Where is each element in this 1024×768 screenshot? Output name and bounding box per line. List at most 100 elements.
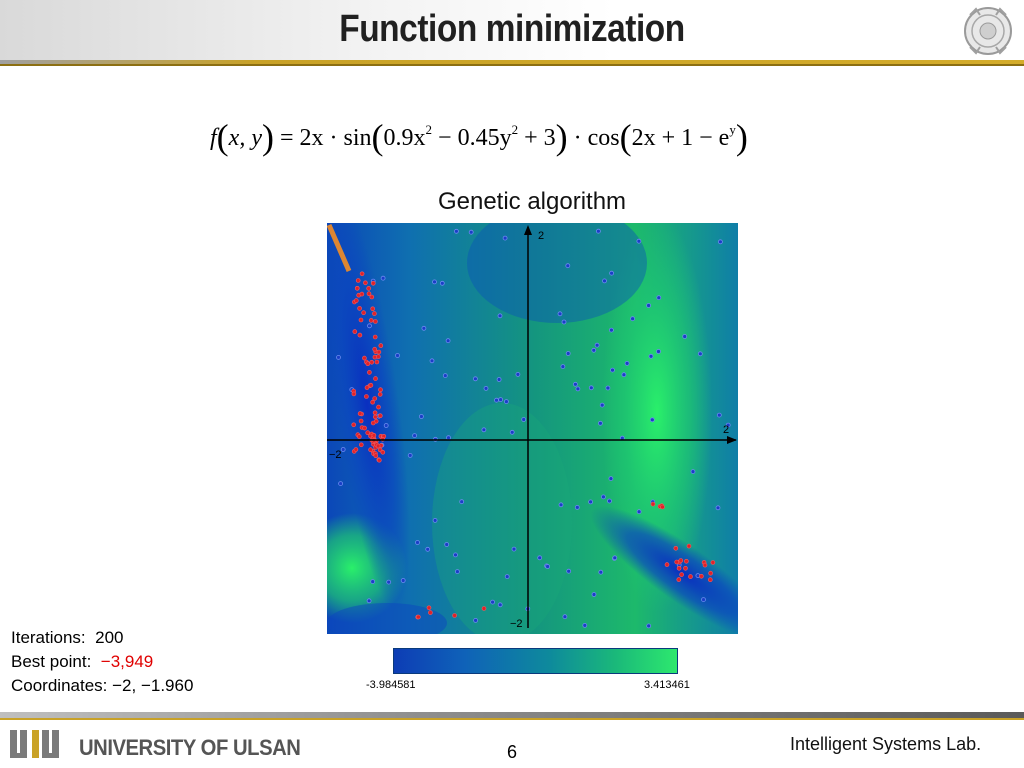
best-population-point xyxy=(416,614,421,620)
population-point xyxy=(473,617,479,623)
iterations-label: Iterations: xyxy=(11,628,86,647)
best-population-point xyxy=(452,613,457,618)
best-population-point xyxy=(352,329,358,334)
population-point xyxy=(421,325,427,331)
best-population-point xyxy=(708,570,713,576)
best-population-point xyxy=(376,349,382,355)
population-point xyxy=(504,574,510,580)
best-population-point xyxy=(373,319,378,324)
best-population-point xyxy=(372,410,378,416)
best-population-point xyxy=(366,286,372,291)
population-point xyxy=(566,568,572,574)
best-population-point xyxy=(365,361,371,366)
population-point xyxy=(509,429,515,435)
population-point xyxy=(595,228,601,234)
university-seal-logo xyxy=(964,7,1012,55)
best-population-point xyxy=(359,291,365,297)
population-point xyxy=(588,499,594,505)
population-point xyxy=(607,498,612,504)
population-point xyxy=(636,238,642,244)
population-point xyxy=(537,555,543,561)
best-population-point xyxy=(380,450,386,455)
population-point xyxy=(636,509,642,515)
best-population-point xyxy=(376,354,381,359)
population-point xyxy=(561,319,567,325)
best-population-point xyxy=(673,545,679,551)
best-population-point xyxy=(676,577,682,582)
population-point xyxy=(380,275,386,281)
population-point xyxy=(483,385,489,391)
coordinates-line: Coordinates: −2, −1.960 xyxy=(11,674,193,698)
population-point xyxy=(383,423,389,428)
population-point xyxy=(646,623,652,629)
page-number: 6 xyxy=(506,742,517,762)
best-population-point xyxy=(688,574,693,579)
population-point xyxy=(503,399,509,405)
iterations-value: 200 xyxy=(95,628,124,647)
best-population-point xyxy=(481,606,487,611)
slide-title: Function minimization xyxy=(339,8,685,50)
best-population-point xyxy=(372,334,378,340)
best-population-point xyxy=(376,457,382,463)
iterations-line: Iterations: 200 xyxy=(11,626,193,650)
best-population-point xyxy=(374,359,380,365)
plot-caption: Genetic algorithm xyxy=(437,188,627,215)
population-point xyxy=(468,229,474,235)
population-point xyxy=(656,295,662,301)
population-point xyxy=(336,354,341,360)
population-point xyxy=(340,447,346,452)
population-point xyxy=(597,420,603,426)
best-population-point xyxy=(351,391,357,397)
population-point xyxy=(490,599,496,605)
population-point xyxy=(545,564,551,569)
population-point xyxy=(562,614,568,620)
population-point xyxy=(565,351,571,356)
best-population-point xyxy=(684,558,689,564)
run-summary: Iterations: 200 Best point: −3,949 Coord… xyxy=(11,626,193,698)
population-point xyxy=(454,569,460,575)
population-point xyxy=(497,602,503,608)
population-point xyxy=(575,386,581,392)
best-population-point xyxy=(353,447,359,452)
population-point xyxy=(453,228,459,234)
title-band xyxy=(0,0,1024,60)
population-point xyxy=(715,505,721,511)
best-population-point xyxy=(358,317,364,323)
population-point xyxy=(481,427,487,433)
population-point xyxy=(574,504,580,510)
best-population-point xyxy=(372,414,378,420)
best-population-point xyxy=(357,306,362,311)
population-point xyxy=(557,311,563,317)
population-point xyxy=(598,569,604,575)
best-population-point xyxy=(355,278,361,283)
population-point xyxy=(415,540,420,545)
population-point xyxy=(701,597,706,603)
best-population-point xyxy=(359,271,365,277)
lab-name: Intelligent Systems Lab. xyxy=(790,734,982,754)
population-point xyxy=(630,316,636,322)
best-population-point xyxy=(376,404,381,410)
best-population-point xyxy=(373,453,379,458)
best-population-point xyxy=(353,298,359,303)
best-population-point xyxy=(370,280,376,286)
best-population-point xyxy=(365,430,371,435)
best-point-label: Best point: xyxy=(11,652,92,671)
best-population-point xyxy=(426,605,432,611)
best-population-point xyxy=(678,558,684,563)
university-logo-icon xyxy=(10,730,59,758)
function-heatmap: 2 2 −2 −2 xyxy=(327,223,738,634)
colorbar xyxy=(393,648,678,674)
best-point-line: Best point: −3,949 xyxy=(11,650,193,674)
best-population-point xyxy=(351,422,357,428)
y-axis-pos-label: 2 xyxy=(538,230,544,242)
best-population-point xyxy=(356,434,362,439)
best-population-point xyxy=(683,565,688,571)
title-underline xyxy=(0,60,1024,64)
best-population-point xyxy=(368,382,374,388)
best-population-point xyxy=(377,392,383,397)
best-population-point xyxy=(428,610,433,615)
population-point xyxy=(605,385,611,391)
population-point xyxy=(502,235,508,241)
coordinates-value: −2, −1.960 xyxy=(112,676,194,695)
population-point xyxy=(386,579,392,585)
